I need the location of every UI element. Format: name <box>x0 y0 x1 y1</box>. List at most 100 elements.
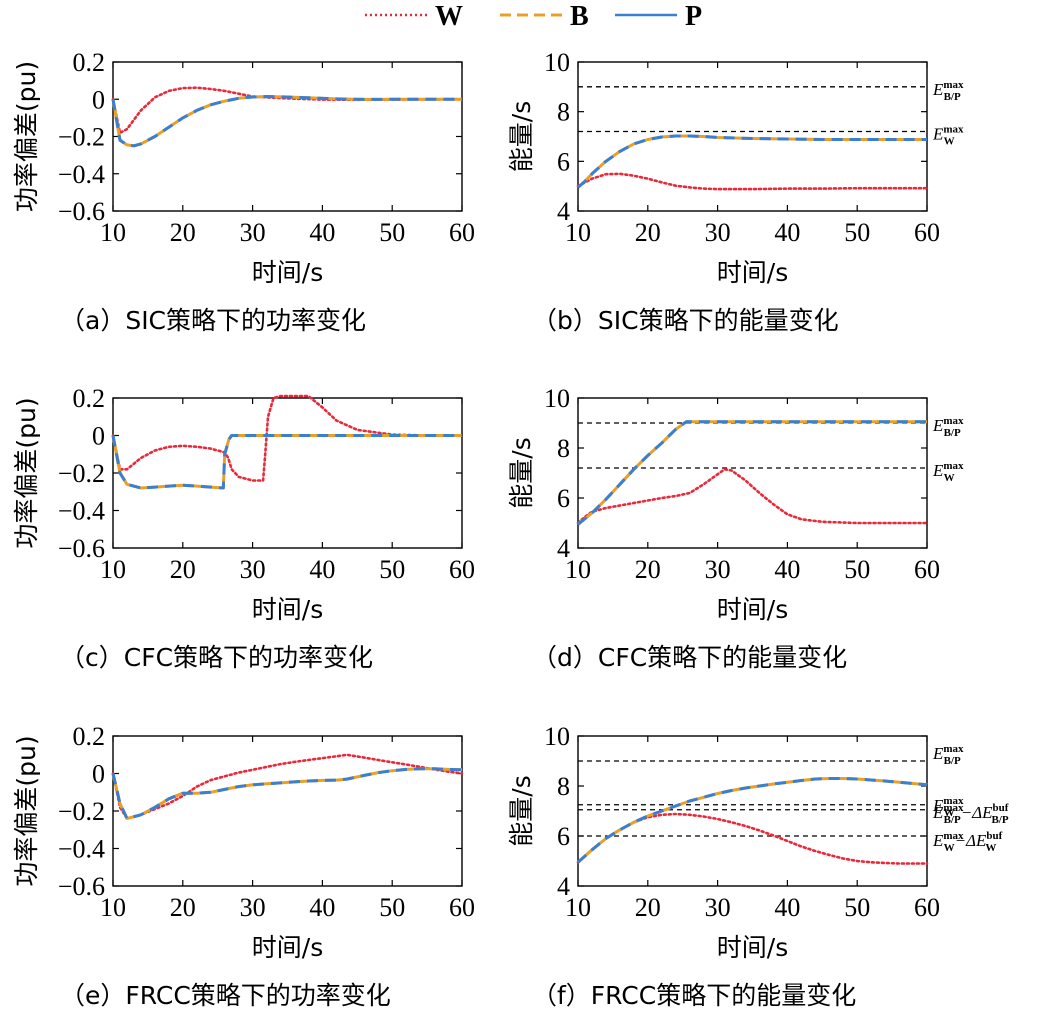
y-axis-label: 能量/s <box>507 101 536 172</box>
reference-label: Emax W−ΔEbuf W <box>932 830 1003 854</box>
x-tick-label: 20 <box>635 893 661 922</box>
y-tick-label: 6 <box>557 147 570 176</box>
x-tick-label: 10 <box>100 218 126 247</box>
series-line-W <box>576 812 929 865</box>
x-tick-label: 40 <box>774 555 800 584</box>
legend-label-W: W <box>435 1 463 32</box>
x-tick-label: 50 <box>379 218 405 247</box>
y-tick-label: −0.4 <box>58 160 105 189</box>
y-tick-label: 10 <box>544 384 570 413</box>
panel-b: 10 20 30 40 50 60 10 8 6 4 Emax B/P Emax W 时间/s 能量/s （b）… <box>507 48 964 335</box>
x-tick-label: 20 <box>635 218 661 247</box>
plot-frame <box>112 735 463 887</box>
series-line-W <box>576 172 929 191</box>
panel-caption: （c）CFC策略下的功率变化 <box>60 643 373 672</box>
y-tick-label: 0 <box>92 760 105 789</box>
panel-caption: （a）SIC策略下的功率变化 <box>60 306 366 335</box>
x-tick-label: 30 <box>240 555 266 584</box>
x-tick-label: 10 <box>100 893 126 922</box>
series-line-B <box>577 134 927 189</box>
x-tick-label: 50 <box>379 555 405 584</box>
series-line-P <box>577 777 928 864</box>
legend-label-B: B <box>570 1 589 32</box>
y-tick-label: −0.6 <box>58 872 105 901</box>
series-line-P <box>111 767 463 820</box>
y-tick-label: 6 <box>557 484 570 513</box>
plot-frame <box>577 61 928 212</box>
x-tick-label: 60 <box>914 218 940 247</box>
panel-caption: （f）FRCC策略下的能量变化 <box>532 981 856 1010</box>
x-axis-label: 时间/s <box>252 595 323 624</box>
x-tick-label: 60 <box>914 555 940 584</box>
y-tick-label: 0.2 <box>73 384 106 413</box>
y-tick-label: −0.2 <box>58 123 105 152</box>
x-tick-label: 20 <box>170 893 196 922</box>
plot-frame <box>112 61 463 212</box>
x-tick-label: 40 <box>309 555 335 584</box>
x-tick-label: 40 <box>309 218 335 247</box>
y-tick-label: 0.2 <box>73 722 106 751</box>
plot-frame <box>112 397 463 549</box>
reference-label: Emax B/P <box>932 79 964 103</box>
panel-caption: （b）SIC策略下的能量变化 <box>532 306 839 335</box>
y-tick-label: 8 <box>557 98 570 127</box>
x-tick-label: 10 <box>565 555 591 584</box>
x-tick-label: 60 <box>449 893 475 922</box>
panel-a: 10 20 30 40 50 60 0.2 0 −0.2 −0.4 −0.6 时间/s 功率偏差(pu)… <box>12 48 475 335</box>
y-axis-label: 功率偏差(pu) <box>12 61 41 212</box>
x-tick-label: 20 <box>635 555 661 584</box>
y-tick-label: 8 <box>557 434 570 463</box>
panel-e: 10 20 30 40 50 60 0.2 0 −0.2 −0.4 −0.6 时间/s 功率偏差(pu)… <box>12 722 475 1010</box>
y-tick-label: −0.6 <box>58 534 105 563</box>
x-tick-label: 30 <box>705 555 731 584</box>
series-line-P <box>111 434 462 490</box>
y-tick-label: 0 <box>92 422 105 451</box>
y-tick-label: −0.4 <box>58 835 105 864</box>
series-line-W <box>576 467 929 525</box>
y-axis-label: 功率偏差(pu) <box>12 397 41 548</box>
y-tick-label: 0.2 <box>73 48 106 77</box>
y-axis-label: 能量/s <box>507 775 536 846</box>
y-tick-label: 10 <box>544 48 570 77</box>
reference-label: Emax W <box>932 460 964 484</box>
y-tick-label: 10 <box>544 722 570 751</box>
x-tick-label: 40 <box>309 893 335 922</box>
plot-frame <box>577 735 928 887</box>
y-tick-label: 0 <box>92 85 105 114</box>
series-line-W <box>111 753 464 820</box>
x-tick-label: 60 <box>449 218 475 247</box>
x-tick-label: 20 <box>170 555 196 584</box>
reference-label: Emax W <box>932 124 964 148</box>
panel-caption: （e）FRCC策略下的功率变化 <box>60 981 391 1010</box>
panel-d: 10 20 30 40 50 60 10 8 6 4 Emax B/P Emax W 时间/s 能量/s （d）… <box>507 384 964 672</box>
x-tick-label: 30 <box>240 893 266 922</box>
y-tick-label: −0.6 <box>58 197 105 226</box>
series-line-W <box>111 86 464 135</box>
x-tick-label: 40 <box>774 218 800 247</box>
y-axis-label: 能量/s <box>507 437 536 508</box>
reference-label: Emax W <box>932 795 964 819</box>
y-tick-label: −0.2 <box>58 797 105 826</box>
series-line-B <box>111 95 462 148</box>
x-tick-label: 20 <box>170 218 196 247</box>
series-line-P <box>111 95 462 148</box>
y-tick-label: −0.4 <box>58 497 105 526</box>
x-tick-label: 30 <box>705 218 731 247</box>
series-line-B <box>111 434 462 490</box>
series-line-P <box>577 134 927 189</box>
x-axis-label: 时间/s <box>717 933 788 962</box>
x-axis-label: 时间/s <box>717 258 788 287</box>
y-tick-label: 6 <box>557 822 570 851</box>
reference-label: Emax B/P <box>932 743 964 767</box>
plot-frame <box>577 397 928 549</box>
y-tick-label: 8 <box>557 772 570 801</box>
x-tick-label: 60 <box>914 893 940 922</box>
y-axis-label: 功率偏差(pu) <box>12 735 41 886</box>
reference-label: Emax B/P <box>932 415 964 439</box>
x-tick-label: 50 <box>844 555 870 584</box>
y-tick-label: 4 <box>557 197 570 226</box>
x-tick-label: 10 <box>100 555 126 584</box>
